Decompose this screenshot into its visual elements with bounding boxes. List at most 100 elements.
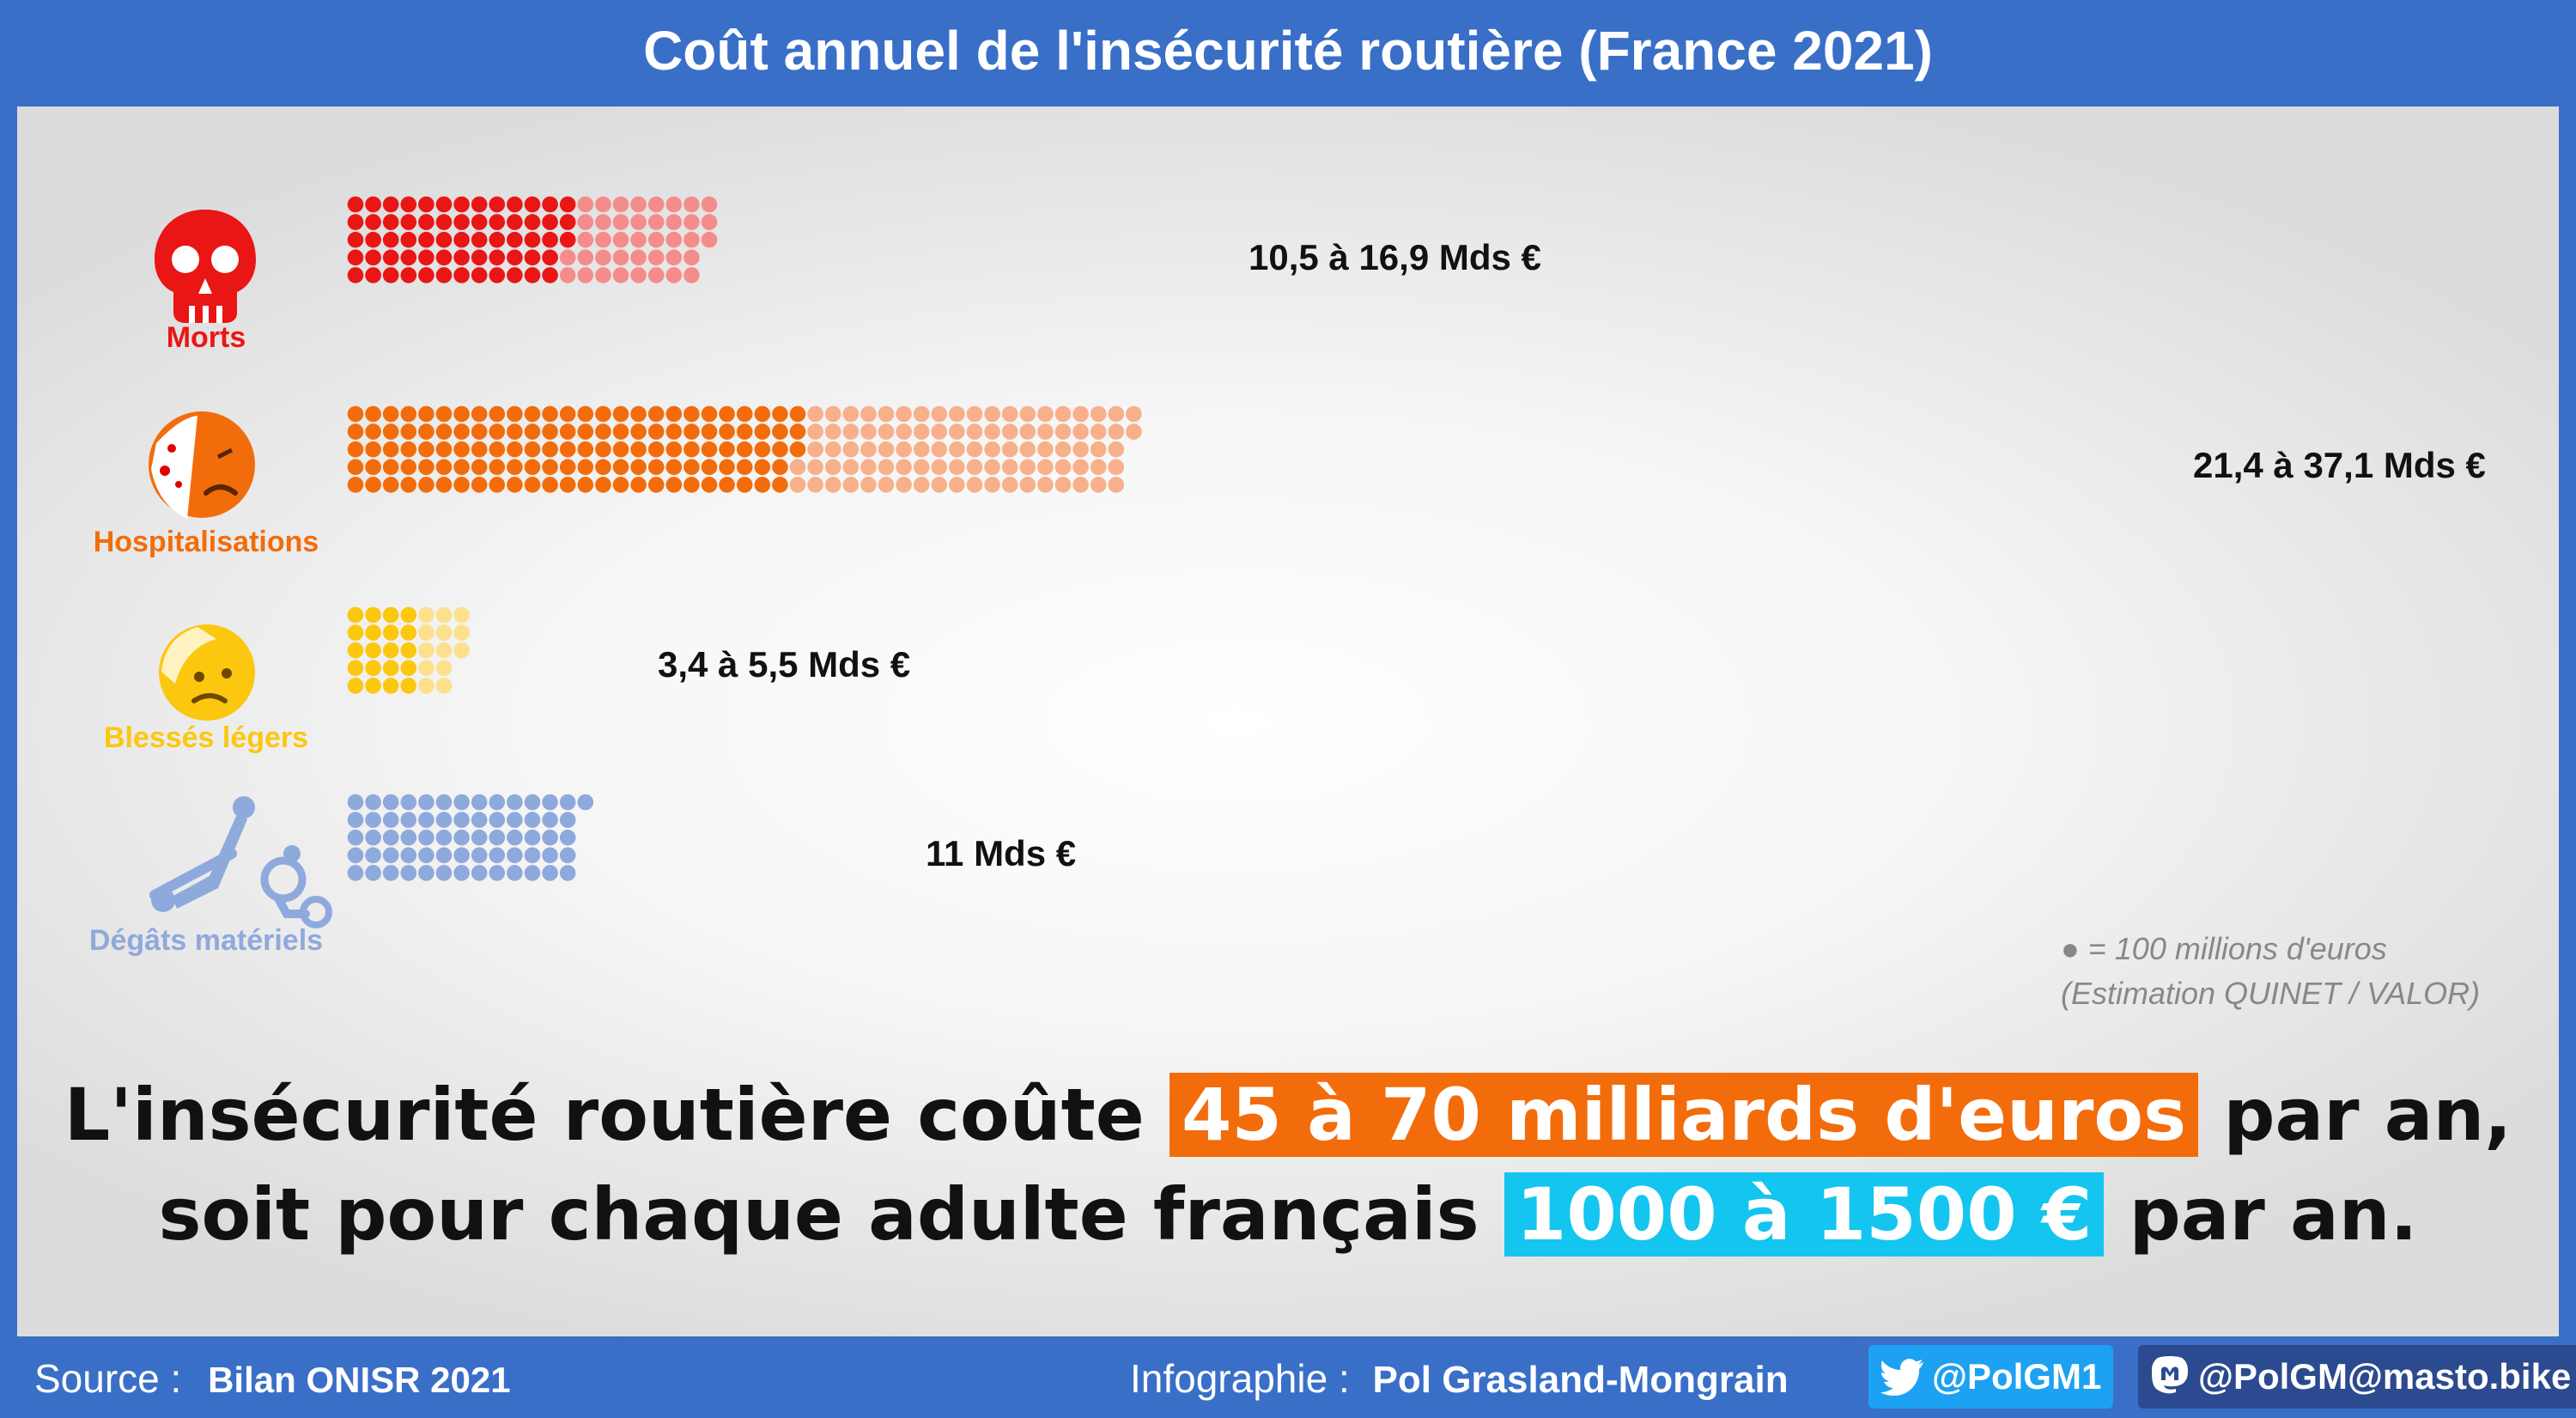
dot-hospitalisations-high-estimate — [984, 405, 1000, 423]
dot-degats-materiels-low-estimate — [453, 847, 470, 864]
dot-hospitalisations-low-estimate — [471, 441, 488, 458]
category-label-hospitalisations: Hospitalisations — [93, 526, 319, 558]
dot-degats-materiels-low-estimate — [418, 847, 434, 864]
dot-hospitalisations-high-estimate — [1072, 405, 1089, 423]
dot-hospitalisations-low-estimate — [542, 423, 558, 440]
dot-hospitalisations-high-estimate — [949, 423, 965, 440]
dot-hospitalisations-low-estimate — [347, 405, 364, 423]
dot-morts-low-estimate — [542, 231, 558, 248]
conclusion-line1-post: par an, — [2198, 1073, 2512, 1157]
dot-morts-low-estimate — [365, 214, 381, 230]
dot-blesses-legers-high-estimate — [453, 642, 470, 659]
dot-hospitalisations-low-estimate — [772, 459, 788, 476]
dot-hospitalisations-low-estimate — [471, 459, 488, 476]
dot-hospitalisations-high-estimate — [913, 405, 930, 423]
dot-blesses-legers-low-estimate — [365, 660, 381, 677]
dot-hospitalisations-high-estimate — [896, 423, 912, 440]
dot-degats-materiels-low-estimate — [435, 812, 453, 828]
dot-degats-materiels-low-estimate — [559, 794, 576, 811]
chart-title: Coût annuel de l'insécurité routière (Fr… — [643, 20, 1933, 82]
dot-hospitalisations-high-estimate — [984, 423, 1000, 440]
dot-hospitalisations-high-estimate — [1001, 405, 1018, 423]
dot-hospitalisations-high-estimate — [878, 477, 895, 493]
dot-hospitalisations-high-estimate — [984, 477, 1000, 493]
dot-hospitalisations-low-estimate — [719, 405, 735, 423]
dot-hospitalisations-low-estimate — [382, 423, 399, 440]
dot-hospitalisations-low-estimate — [471, 405, 488, 423]
dot-hospitalisations-low-estimate — [489, 423, 506, 440]
dot-blesses-legers-low-estimate — [400, 642, 417, 659]
conclusion-line1-pre: L'insécurité routière coûte — [64, 1073, 1170, 1157]
dot-blesses-legers-low-estimate — [382, 678, 399, 694]
dot-hospitalisations-low-estimate — [365, 405, 381, 423]
dot-morts-low-estimate — [524, 214, 541, 230]
dot-hospitalisations-high-estimate — [807, 477, 823, 493]
dot-hospitalisations-low-estimate — [559, 423, 576, 440]
dot-morts-high-estimate — [630, 231, 647, 248]
dot-hospitalisations-high-estimate — [1108, 459, 1125, 476]
dot-degats-materiels-low-estimate — [418, 829, 434, 846]
dot-hospitalisations-high-estimate — [824, 477, 841, 493]
dot-morts-low-estimate — [507, 214, 523, 230]
dot-hospitalisations-high-estimate — [913, 459, 930, 476]
dot-blesses-legers-low-estimate — [347, 624, 364, 641]
dot-hospitalisations-low-estimate — [595, 441, 611, 458]
dot-hospitalisations-high-estimate — [1037, 405, 1054, 423]
dot-morts-low-estimate — [347, 249, 364, 266]
dot-hospitalisations-high-estimate — [949, 477, 965, 493]
dot-degats-materiels-low-estimate — [489, 865, 506, 881]
dot-morts-low-estimate — [542, 267, 558, 283]
dot-morts-low-estimate — [524, 249, 541, 266]
dot-morts-low-estimate — [507, 196, 523, 213]
dot-hospitalisations-low-estimate — [418, 441, 434, 458]
dot-hospitalisations-low-estimate — [595, 459, 611, 476]
dot-degats-materiels-low-estimate — [489, 794, 506, 811]
twitter-handle-text: @PolGM1 — [1932, 1356, 2102, 1397]
legend-unit: ● = 100 millions d'euros — [2061, 931, 2387, 966]
dot-hospitalisations-low-estimate — [630, 477, 647, 493]
dot-degats-materiels-low-estimate — [418, 812, 434, 828]
header-bar: Coût annuel de l'insécurité routière (Fr… — [0, 0, 2576, 101]
dot-hospitalisations-low-estimate — [347, 441, 364, 458]
value-label-degats-materiels: 11 Mds € — [926, 833, 1077, 873]
dot-hospitalisations-high-estimate — [896, 459, 912, 476]
dot-hospitalisations-low-estimate — [665, 405, 683, 423]
dot-hospitalisations-high-estimate — [1126, 423, 1142, 440]
dot-degats-materiels-low-estimate — [524, 812, 541, 828]
dot-degats-materiels-low-estimate — [471, 829, 488, 846]
dot-hospitalisations-low-estimate — [365, 423, 381, 440]
dot-hospitalisations-low-estimate — [647, 423, 665, 440]
dot-morts-high-estimate — [595, 231, 611, 248]
conclusion-line2-post: par an. — [2104, 1172, 2418, 1257]
dot-hospitalisations-low-estimate — [577, 441, 594, 458]
dot-blesses-legers-high-estimate — [435, 642, 453, 659]
mastodon-handle[interactable]: @PolGM@masto.bike — [2138, 1345, 2576, 1409]
dot-hospitalisations-low-estimate — [701, 459, 718, 476]
dot-hospitalisations-low-estimate — [612, 477, 629, 493]
dot-blesses-legers-low-estimate — [347, 660, 364, 677]
dot-hospitalisations-low-estimate — [365, 477, 381, 493]
dot-hospitalisations-low-estimate — [789, 441, 806, 458]
dot-morts-high-estimate — [683, 231, 700, 248]
dot-hospitalisations-high-estimate — [1037, 423, 1054, 440]
source-value: Bilan ONISR 2021 — [208, 1360, 511, 1400]
dot-hospitalisations-high-estimate — [931, 441, 948, 458]
dot-degats-materiels-low-estimate — [365, 865, 381, 881]
dot-hospitalisations-high-estimate — [1090, 423, 1107, 440]
dot-hospitalisations-high-estimate — [913, 423, 930, 440]
dot-blesses-legers-low-estimate — [365, 678, 381, 694]
mastodon-icon — [2152, 1356, 2188, 1394]
dot-hospitalisations-low-estimate — [400, 459, 417, 476]
dot-degats-materiels-low-estimate — [489, 812, 506, 828]
dot-degats-materiels-low-estimate — [365, 847, 381, 864]
category-label-degats-materiels: Dégâts matériels — [88, 924, 324, 957]
dot-hospitalisations-low-estimate — [435, 441, 453, 458]
legend: ● = 100 millions d'euros (Estimation QUI… — [2061, 927, 2480, 1016]
dot-morts-high-estimate — [683, 214, 700, 230]
dot-hospitalisations-low-estimate — [453, 441, 470, 458]
twitter-handle[interactable]: @PolGM1 — [1868, 1345, 2114, 1409]
dot-hospitalisations-high-estimate — [1037, 477, 1054, 493]
dot-hospitalisations-high-estimate — [842, 477, 860, 493]
dot-morts-low-estimate — [400, 196, 417, 213]
dot-hospitalisations-high-estimate — [931, 459, 948, 476]
